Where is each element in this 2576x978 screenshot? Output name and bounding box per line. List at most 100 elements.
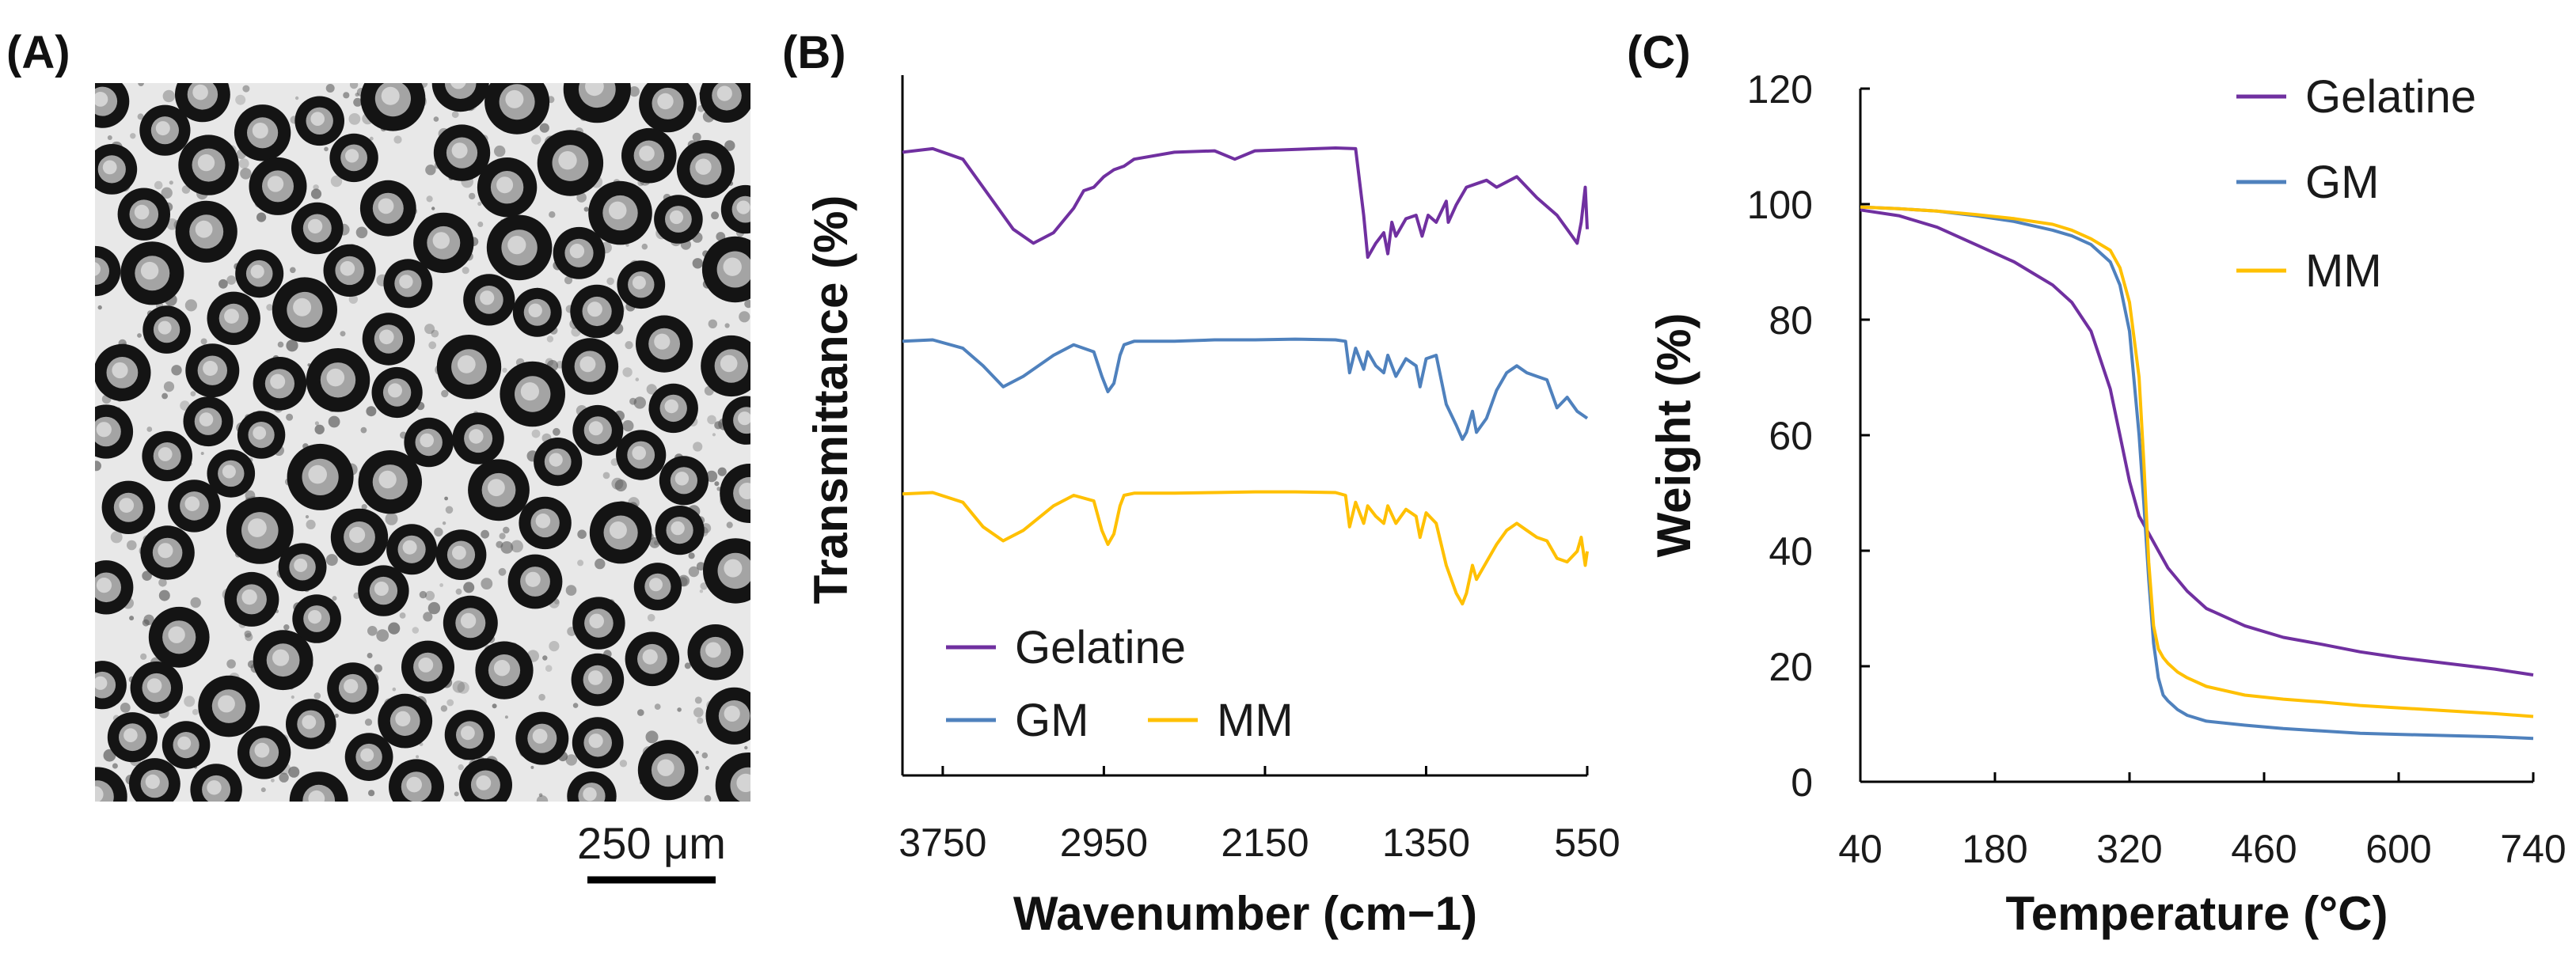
debris-speck [705,470,718,483]
microsphere-highlight [525,571,541,587]
debris-speck [481,578,493,589]
tga-legend-gm: GM [2305,157,2379,208]
debris-speck [716,487,721,491]
debris-speck [140,653,147,660]
microsphere-highlight [95,92,108,107]
tga-chart: 40 180 320 460 600 740 0 20 40 60 80 100 120 Weight … [1647,67,2567,940]
debris-speck [200,338,207,345]
microsphere-highlight [95,262,101,276]
microsphere-highlight [253,426,267,440]
microsphere-highlight [96,578,112,593]
microsphere-highlight [381,86,400,105]
debris-speck [288,766,300,778]
microsphere-highlight [587,670,603,685]
microsphere-highlight [671,521,685,536]
debris-speck [330,175,343,188]
debris-speck [629,397,637,405]
debris-speck [536,795,549,802]
debris-speck [717,467,727,476]
debris-speck [504,715,508,719]
debris-speck [286,339,298,352]
microsphere-highlight [493,660,511,677]
debris-speck [130,133,136,139]
microsphere-highlight [716,85,732,101]
microsphere-highlight [294,558,308,572]
debris-speck [374,664,382,673]
tga-x-tick-label: 180 [1962,827,2027,871]
tga-y-tick-label: 120 [1747,67,1813,112]
microsphere-highlight [155,121,170,136]
microsphere-highlight [420,433,434,448]
debris-speck [433,116,439,122]
debris-speck [565,585,577,596]
microsphere-highlight [218,695,235,713]
microsphere-highlight [102,160,117,175]
microsphere-highlight [177,736,192,750]
debris-speck [688,552,695,559]
microsphere-highlight [123,728,138,742]
debris-speck [353,97,363,107]
debris-speck [266,304,273,311]
debris-speck [190,597,201,608]
debris-speck [367,626,378,636]
debris-speck [107,135,112,140]
microsphere-highlight [450,83,466,89]
debris-speck [343,92,350,99]
debris-speck [602,472,610,480]
tga-x-axis-title: Temperature (°C) [2006,887,2388,940]
tga-x-tick-label: 320 [2096,827,2162,871]
debris-speck [500,541,514,554]
microsphere-highlight [378,198,394,214]
debris-speck [325,84,335,93]
microsphere-highlight [476,775,492,790]
microsphere-highlight [669,210,684,225]
debris-speck [112,763,118,769]
debris-speck [633,396,646,409]
debris-speck [127,540,137,551]
debris-speck [154,180,163,190]
microsphere-highlight [406,776,422,793]
ftir-series-gm [902,337,1589,442]
microsphere-highlight [241,589,257,605]
microsphere-highlight [469,429,484,444]
debris-speck [291,695,294,699]
debris-speck [190,391,196,396]
debris-speck [200,452,204,455]
debris-speck [705,766,709,770]
debris-speck [95,461,101,472]
microsphere-highlight [724,705,740,722]
micrograph-image [95,83,750,802]
debris-speck [477,201,482,207]
microsphere-highlight [360,748,374,762]
debris-speck [462,267,469,275]
debris-speck [369,136,374,141]
debris-speck [614,479,627,492]
microsphere-highlight [496,176,514,194]
ftir-chart: 3750 2950 2150 1350 550 Transmittance (%) Wa… [804,75,1620,940]
debris-speck [549,211,556,218]
microsphere-highlight [192,84,208,100]
debris-speck [306,519,316,530]
microsphere-highlight [664,399,678,414]
debris-speck [218,279,228,289]
tga-y-tick-label: 20 [1769,645,1813,689]
debris-speck [695,750,699,754]
debris-speck [454,791,459,797]
microsphere-highlight [585,83,604,97]
microsphere-highlight [195,220,213,238]
microsphere-highlight [308,790,325,802]
ftir-series-mm [902,490,1589,606]
debris-speck [697,717,704,724]
debris-speck [424,590,435,601]
debris-speck [444,496,448,501]
microsphere-highlight [736,773,750,793]
debris-speck [305,515,310,519]
debris-speck [393,135,402,144]
debris-speck [314,421,319,426]
debris-speck [169,180,173,185]
debris-speck [481,529,489,539]
microsphere-highlight [507,236,526,255]
microsphere-highlight [608,201,627,220]
microsphere-highlight [378,470,397,489]
debris-speck [646,384,657,395]
